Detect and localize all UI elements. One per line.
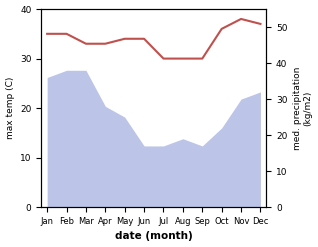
X-axis label: date (month): date (month)	[115, 231, 193, 242]
Y-axis label: med. precipitation
(kg/m2): med. precipitation (kg/m2)	[293, 66, 313, 150]
Y-axis label: max temp (C): max temp (C)	[5, 77, 15, 139]
